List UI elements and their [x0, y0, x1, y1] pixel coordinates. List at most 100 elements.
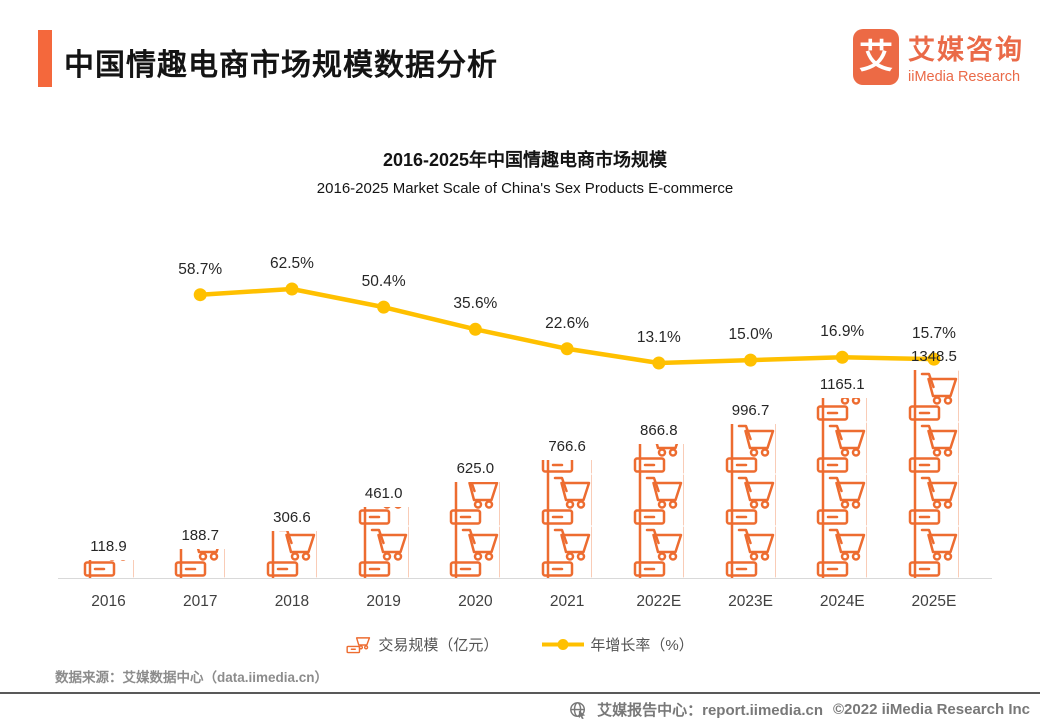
cart-icon — [907, 526, 961, 578]
legend-line-label: 年增长率（%） — [590, 637, 694, 654]
x-axis-label: 2018 — [274, 593, 310, 610]
x-axis-label: 2023E — [728, 593, 773, 610]
growth-rate-label: 62.5% — [269, 255, 314, 272]
cart-icon — [265, 531, 319, 578]
cart-icon — [357, 526, 411, 578]
cart-icon — [632, 444, 686, 474]
growth-rate-label: 22.6% — [545, 314, 590, 332]
bar-value-label: 1348.5 — [911, 347, 957, 365]
logo-name-cn: 艾媒咨询 — [908, 35, 1024, 65]
line-data-point — [377, 300, 391, 314]
iimedia-logo: 艾 艾媒咨询 iiMedia Research — [853, 28, 1024, 85]
cart-icon-stack — [632, 444, 686, 578]
bar-value-label: 996.7 — [731, 402, 770, 420]
line-data-point — [927, 352, 941, 366]
cart-icon — [815, 526, 869, 578]
growth-rate-label: 15.0% — [728, 326, 773, 344]
cart-icon-stack — [82, 560, 136, 578]
x-axis-label: 2016 — [91, 593, 126, 610]
bar-value-label: 866.8 — [640, 422, 678, 440]
cart-icon — [724, 474, 778, 526]
cart-icon — [448, 482, 502, 526]
cart-icon — [82, 560, 136, 578]
header-accent-bar — [38, 30, 52, 87]
x-axis-line — [58, 578, 992, 579]
line-data-point — [560, 342, 574, 356]
chart-area: 118.9 2016 188.7 2017 58.7% 306.6 2018 62.5% 461… — [0, 230, 1040, 630]
pictogram-bar — [357, 507, 411, 578]
footer-bar: 艾媒报告中心：report.iimedia.cn ©2022 iiMedia R… — [569, 699, 1030, 720]
cart-icon — [357, 507, 411, 526]
bar-value-label: 118.9 — [90, 537, 127, 555]
cart-icon — [815, 474, 869, 526]
pictogram-bar — [82, 560, 136, 578]
cart-icon-stack — [265, 531, 319, 578]
chart-subtitle: 2016-2025 Market Scale of China's Sex Pr… — [316, 180, 734, 197]
globe-cursor-icon — [570, 701, 586, 719]
cart-icon — [724, 526, 778, 578]
iimedia-logo-icon: 艾 — [853, 28, 899, 85]
bar-value-label: 461.0 — [364, 484, 403, 502]
cart-icon — [540, 526, 594, 578]
cart-icon — [815, 398, 869, 422]
cart-icon — [632, 474, 686, 526]
growth-rate-label: 58.7% — [178, 260, 223, 278]
line-dot-icon — [542, 639, 585, 650]
line-data-point — [285, 282, 299, 296]
cart-icon — [540, 474, 594, 526]
cart-icon-stack — [815, 398, 869, 578]
growth-rate-label: 15.7% — [911, 325, 956, 343]
pictogram-bar — [173, 549, 227, 578]
pictogram-bar — [724, 424, 778, 578]
cart-icon-stack — [907, 370, 961, 578]
footer-divider — [0, 692, 1040, 694]
legend-bars-label: 交易规模（亿元） — [378, 637, 499, 654]
line-data-point — [744, 353, 758, 367]
growth-rate-label: 13.1% — [636, 329, 681, 346]
cart-icon — [173, 549, 227, 578]
pictogram-bar — [540, 460, 594, 578]
data-source: 数据来源：艾媒数据中心（data.iimedia.cn） — [55, 670, 329, 685]
report-center-text: 艾媒报告中心：report.iimedia.cn — [597, 702, 823, 719]
cart-icon — [907, 422, 961, 474]
x-axis-label: 2020 — [458, 593, 493, 610]
cart-icon — [346, 636, 371, 653]
legend-item-bars: 交易规模（亿元） — [346, 634, 498, 655]
line-data-point — [193, 288, 207, 302]
cart-icon-stack — [724, 424, 778, 578]
cart-icon — [448, 526, 502, 578]
bar-value-label: 625.0 — [456, 459, 495, 477]
x-axis-label: 2021 — [549, 593, 585, 610]
cart-icon-stack — [448, 482, 502, 578]
logo-name-en: iiMedia Research — [908, 69, 1021, 85]
line-data-point — [652, 356, 666, 370]
x-axis-label: 2022E — [636, 593, 682, 610]
pictogram-bar — [448, 482, 502, 578]
cart-icon — [815, 422, 869, 474]
pictogram-bar — [265, 531, 319, 578]
x-axis-label: 2019 — [366, 593, 401, 610]
chart-title: 2016-2025年中国情趣电商市场规模 — [382, 150, 668, 170]
cart-icon — [907, 370, 961, 422]
pictogram-bar — [907, 370, 961, 578]
cart-icon — [632, 526, 686, 578]
growth-line-chart — [193, 282, 941, 370]
growth-rate-label: 16.9% — [820, 323, 865, 341]
legend-item-line: 年增长率（%） — [542, 634, 694, 655]
x-axis-label: 2024E — [819, 593, 865, 610]
page-title: 中国情趣电商市场规模数据分析 — [64, 49, 498, 82]
bar-value-label: 1165.1 — [819, 376, 865, 394]
cart-icon-stack — [540, 460, 594, 578]
growth-rate-label: 35.6% — [453, 295, 498, 313]
cart-icon-stack — [357, 507, 411, 578]
x-axis-label: 2017 — [182, 593, 218, 610]
pictogram-bar — [815, 398, 869, 578]
x-axis-label: 2025E — [911, 593, 957, 610]
bar-value-label: 188.7 — [181, 526, 219, 544]
line-data-point — [468, 322, 482, 336]
cart-icon-stack — [173, 549, 227, 578]
line-data-point — [835, 350, 849, 364]
bar-value-label: 766.6 — [548, 437, 586, 455]
growth-rate-label: 50.4% — [361, 273, 406, 291]
